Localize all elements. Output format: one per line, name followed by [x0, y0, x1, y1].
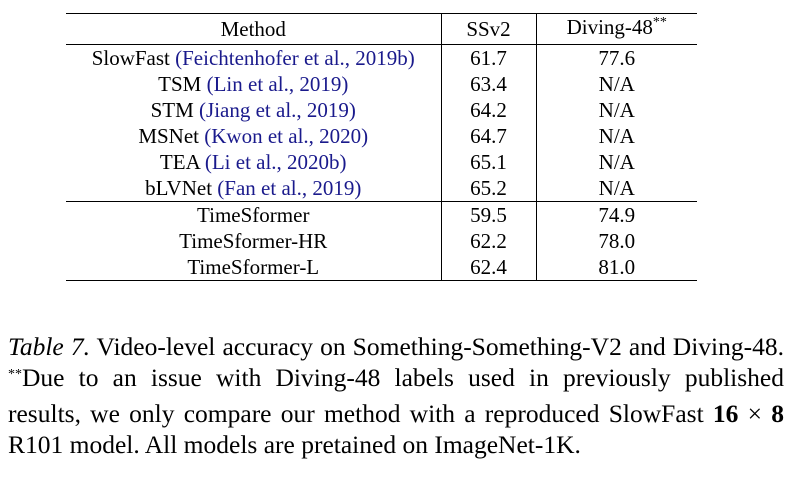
header-method: Method	[220, 17, 286, 41]
table-row: SlowFast (Feichtenhofer et al., 2019b) 6…	[66, 44, 697, 72]
caption-text-2: Due to an issue with Diving-48 labels us…	[8, 362, 784, 428]
ssv2-cell: 65.1	[440, 149, 536, 175]
citation-link[interactable]: (Fan et al., 2019)	[217, 176, 362, 200]
ssv2-cell-best: 65.2	[440, 175, 536, 202]
diving-cell: N/A	[535, 97, 697, 123]
caption-math-16: 16	[712, 398, 739, 428]
diving-cell: 77.6	[535, 44, 697, 71]
method-name: SlowFast	[91, 46, 170, 70]
diving-cell: N/A	[535, 123, 697, 149]
citation-link[interactable]: (Feichtenhofer et al., 2019b)	[175, 46, 415, 70]
ssv2-cell: 64.2	[440, 97, 536, 123]
caption-footnote-mark: **	[8, 366, 22, 382]
diving-cell: N/A	[535, 175, 697, 202]
diving-cell-best: 81.0	[535, 254, 697, 281]
method-name: MSNet	[138, 124, 200, 148]
method-name: TimeSformer	[197, 203, 310, 227]
method-name: TEA	[159, 150, 200, 174]
caption-text-3: R101 model. All models are pretained on …	[8, 429, 581, 459]
citation-link[interactable]: (Kwon et al., 2020)	[204, 124, 369, 148]
header-diving-mark: **	[652, 15, 667, 30]
caption-label: Table 7.	[8, 331, 90, 361]
method-cell: bLVNet (Fan et al., 2019)	[66, 175, 441, 202]
ssv2-cell: 63.4	[440, 71, 536, 97]
method-name: TSM	[158, 72, 202, 96]
caption-math-8: 8	[771, 398, 785, 428]
ssv2-cell: 62.4	[440, 254, 536, 281]
method-cell: TEA (Li et al., 2020b)	[66, 149, 441, 175]
diving-cell: N/A	[535, 71, 697, 97]
table-header-row: Method SSv2 Diving-48**	[66, 13, 697, 45]
header-ssv2: SSv2	[440, 13, 536, 45]
citation-link[interactable]: (Li et al., 2020b)	[204, 150, 347, 174]
caption-text-1: Video-level accuracy on Something-Someth…	[89, 331, 785, 361]
diving-cell: 78.0	[535, 228, 697, 254]
table-row: STM (Jiang et al., 2019) 64.2 N/A	[66, 97, 697, 123]
caption-math-times: ×	[747, 398, 763, 428]
table-row: MSNet (Kwon et al., 2020) 64.7 N/A	[66, 123, 697, 149]
ssv2-cell: 64.7	[440, 123, 536, 149]
table-row: TimeSformer-L 62.4 81.0	[66, 254, 697, 281]
ssv2-cell: 59.5	[440, 201, 536, 228]
table-row: TEA (Li et al., 2020b) 65.1 N/A	[66, 149, 697, 175]
table-row: bLVNet (Fan et al., 2019) 65.2 N/A	[66, 175, 697, 202]
header-diving-label: Diving-48	[566, 15, 653, 39]
header-diving: Diving-48**	[535, 13, 697, 45]
method-cell: TSM (Lin et al., 2019)	[66, 71, 441, 97]
results-table: Method SSv2 Diving-48** SlowFast (Feicht…	[66, 13, 697, 281]
ssv2-cell: 62.2	[440, 228, 536, 254]
table-row: TimeSformer 59.5 74.9	[66, 201, 697, 228]
diving-cell: N/A	[535, 149, 697, 175]
method-cell: STM (Jiang et al., 2019)	[66, 97, 441, 123]
diving-cell: 74.9	[535, 201, 697, 228]
table-caption: Table 7. Video-level accuracy on Somethi…	[8, 331, 784, 460]
table-row: TSM (Lin et al., 2019) 63.4 N/A	[66, 71, 697, 97]
method-cell: MSNet (Kwon et al., 2020)	[66, 123, 441, 149]
table-row: TimeSformer-HR 62.2 78.0	[66, 228, 697, 254]
ssv2-cell: 61.7	[440, 44, 536, 71]
method-name: bLVNet	[145, 176, 213, 200]
method-name: STM	[150, 98, 194, 122]
method-name: TimeSformer-L	[187, 255, 320, 279]
citation-link[interactable]: (Lin et al., 2019)	[206, 72, 349, 96]
citation-link[interactable]: (Jiang et al., 2019)	[199, 98, 356, 122]
method-name: TimeSformer-HR	[179, 229, 328, 253]
method-cell: SlowFast (Feichtenhofer et al., 2019b)	[66, 45, 441, 72]
